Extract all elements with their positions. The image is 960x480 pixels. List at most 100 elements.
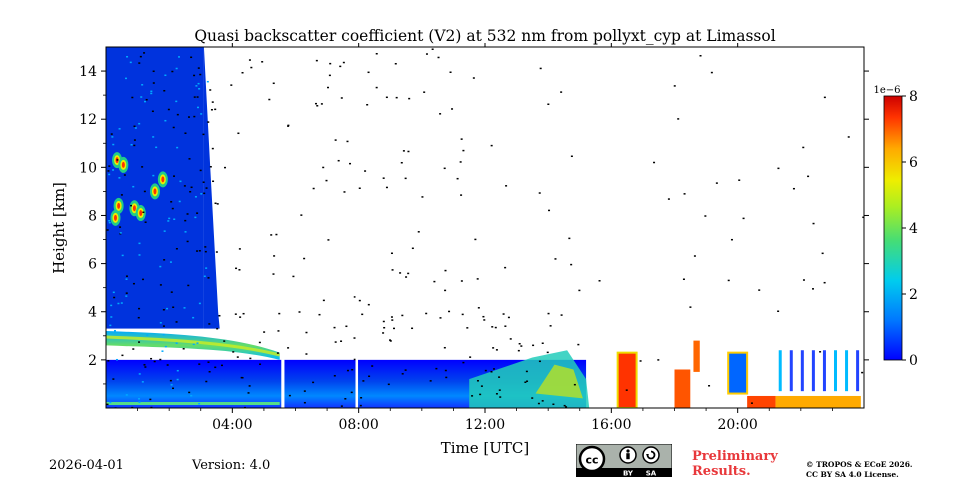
noise-speck bbox=[208, 323, 211, 325]
noise-speck bbox=[190, 186, 193, 189]
noise-speck bbox=[159, 284, 162, 286]
noise-speck bbox=[524, 381, 527, 383]
noise-speck bbox=[329, 62, 332, 65]
noise-speck bbox=[346, 140, 349, 143]
noise-speck bbox=[207, 277, 210, 279]
noise-speck bbox=[367, 71, 370, 74]
noise-speck bbox=[190, 394, 193, 397]
noise-speck bbox=[202, 181, 205, 183]
noise-speck bbox=[390, 316, 393, 318]
noise-speck bbox=[112, 378, 115, 380]
noise-speck bbox=[466, 327, 469, 329]
noise-speck bbox=[263, 331, 266, 333]
noise-speck bbox=[163, 89, 166, 92]
noise-speck bbox=[494, 326, 497, 329]
noise-speck bbox=[750, 402, 753, 404]
noise-speck bbox=[111, 136, 114, 138]
noise-speck bbox=[474, 238, 477, 241]
noise-speck bbox=[472, 77, 475, 79]
noise-speck bbox=[276, 352, 279, 354]
noise-speck bbox=[340, 97, 343, 99]
noise-speck bbox=[144, 221, 147, 223]
noise-speck bbox=[443, 346, 446, 349]
x-tick-label: 08:00 bbox=[338, 417, 378, 433]
noise-speck bbox=[342, 61, 345, 64]
noise-speck bbox=[159, 358, 162, 361]
noise-speck bbox=[353, 337, 356, 339]
noise-speck bbox=[541, 400, 544, 402]
cloud-edge bbox=[727, 351, 749, 395]
noise-speck bbox=[140, 96, 143, 98]
noise-speck bbox=[198, 302, 201, 305]
noise-speck bbox=[230, 84, 233, 86]
noise-speck bbox=[116, 159, 119, 161]
afternoon-feature bbox=[747, 395, 776, 408]
noise-speck bbox=[394, 62, 397, 65]
colorbar-tick-label: 4 bbox=[909, 221, 918, 237]
noise-speck bbox=[802, 146, 805, 149]
noise-speck bbox=[682, 278, 685, 281]
noise-speck bbox=[320, 103, 323, 105]
noise-speck bbox=[504, 266, 507, 269]
noise-speck bbox=[192, 316, 195, 319]
noise-speck bbox=[657, 359, 660, 361]
noise-speck bbox=[214, 366, 217, 369]
noise-speck bbox=[249, 357, 252, 360]
noise-speck bbox=[125, 275, 128, 277]
noise-speck bbox=[170, 384, 173, 386]
noise-speck bbox=[802, 279, 805, 281]
noise-speck bbox=[371, 365, 374, 367]
noise-speck bbox=[292, 275, 295, 278]
noise-speck bbox=[477, 307, 480, 309]
noise-speck bbox=[261, 61, 264, 63]
noise-speck bbox=[143, 364, 146, 366]
noise-speck bbox=[205, 267, 208, 269]
noise-speck bbox=[153, 360, 156, 363]
noise-speck bbox=[199, 169, 202, 172]
noise-speck bbox=[159, 265, 162, 268]
noise-speck bbox=[125, 394, 128, 396]
noise-speck bbox=[334, 341, 337, 343]
noise-speck bbox=[570, 263, 573, 266]
noise-speck bbox=[727, 279, 730, 282]
noise-speck bbox=[176, 369, 179, 372]
noise-speck bbox=[164, 74, 167, 77]
noise-speck bbox=[141, 84, 144, 86]
noise-speck bbox=[205, 187, 208, 189]
noise-speck bbox=[425, 312, 428, 315]
noise-speck bbox=[178, 200, 181, 203]
noise-speck bbox=[417, 231, 420, 233]
noise-speck bbox=[196, 342, 199, 344]
noise-speck bbox=[437, 56, 440, 59]
noise-speck bbox=[126, 56, 129, 58]
noise-speck bbox=[359, 404, 362, 407]
noise-speck bbox=[408, 97, 411, 100]
noise-speck bbox=[334, 139, 337, 141]
noise-speck bbox=[182, 348, 185, 350]
noise-speck bbox=[178, 56, 181, 58]
noise-speck bbox=[423, 91, 426, 93]
noise-speck bbox=[144, 366, 147, 368]
noise-speck bbox=[119, 232, 122, 234]
noise-speck bbox=[443, 167, 446, 170]
noise-speck bbox=[207, 121, 210, 123]
noise-speck bbox=[173, 218, 176, 220]
noise-speck bbox=[138, 307, 141, 310]
noise-speck bbox=[248, 59, 251, 61]
noise-speck bbox=[517, 349, 520, 352]
noise-speck bbox=[198, 363, 201, 365]
noise-speck bbox=[431, 48, 434, 50]
noise-speck bbox=[821, 252, 824, 255]
noise-speck bbox=[137, 316, 140, 319]
noise-speck bbox=[150, 406, 153, 408]
noise-speck bbox=[200, 113, 203, 115]
noise-speck bbox=[238, 269, 241, 271]
cloud-edge bbox=[616, 351, 638, 408]
noise-speck bbox=[476, 380, 479, 382]
noise-speck bbox=[110, 316, 113, 318]
noise-speck bbox=[118, 177, 121, 179]
noise-speck bbox=[172, 306, 175, 308]
noise-speck bbox=[138, 254, 141, 256]
noise-speck bbox=[186, 240, 189, 243]
late-profile bbox=[800, 350, 804, 392]
